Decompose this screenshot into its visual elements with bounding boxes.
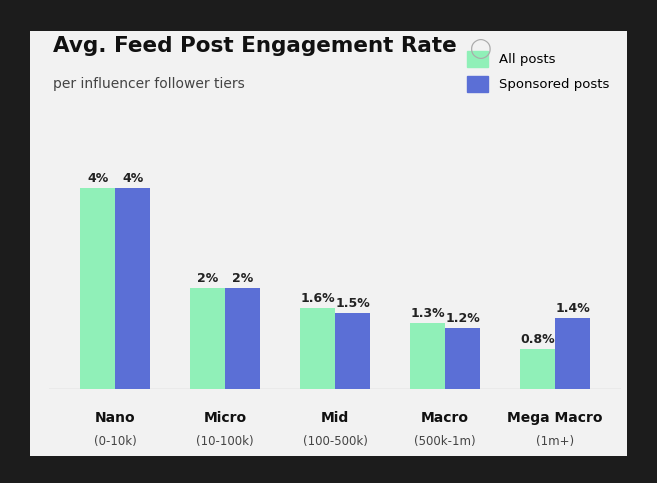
- Text: 2%: 2%: [232, 272, 254, 285]
- Bar: [115, 187, 150, 389]
- Text: (10-100k): (10-100k): [196, 435, 254, 448]
- Bar: [520, 349, 555, 389]
- Text: 4%: 4%: [87, 171, 108, 185]
- Text: (500k-1m): (500k-1m): [414, 435, 476, 448]
- Text: 1.3%: 1.3%: [410, 307, 445, 320]
- Text: 1.2%: 1.2%: [445, 313, 480, 326]
- Bar: [80, 187, 115, 389]
- Bar: [225, 288, 260, 389]
- Text: 0.8%: 0.8%: [520, 333, 555, 345]
- Text: 2%: 2%: [197, 272, 218, 285]
- Text: (1m+): (1m+): [536, 435, 574, 448]
- Bar: [410, 324, 445, 389]
- Bar: [445, 328, 480, 389]
- Text: 1.4%: 1.4%: [555, 302, 590, 315]
- Text: Nano: Nano: [95, 411, 135, 425]
- Text: Avg. Feed Post Engagement Rate: Avg. Feed Post Engagement Rate: [53, 36, 457, 56]
- Text: Micro: Micro: [204, 411, 247, 425]
- Text: Mega Macro: Mega Macro: [507, 411, 602, 425]
- Legend: All posts, Sponsored posts: All posts, Sponsored posts: [462, 45, 614, 97]
- Text: Macro: Macro: [421, 411, 469, 425]
- Text: Mid: Mid: [321, 411, 349, 425]
- Bar: [190, 288, 225, 389]
- Bar: [300, 308, 335, 389]
- Text: 1.5%: 1.5%: [335, 298, 370, 310]
- Text: per influencer follower tiers: per influencer follower tiers: [53, 77, 244, 91]
- Text: (0-10k): (0-10k): [94, 435, 137, 448]
- Bar: [555, 318, 590, 389]
- Text: 4%: 4%: [122, 171, 143, 185]
- Bar: [335, 313, 371, 389]
- Text: ◯: ◯: [470, 39, 491, 58]
- Text: (100-500k): (100-500k): [303, 435, 367, 448]
- Text: 1.6%: 1.6%: [300, 292, 335, 305]
